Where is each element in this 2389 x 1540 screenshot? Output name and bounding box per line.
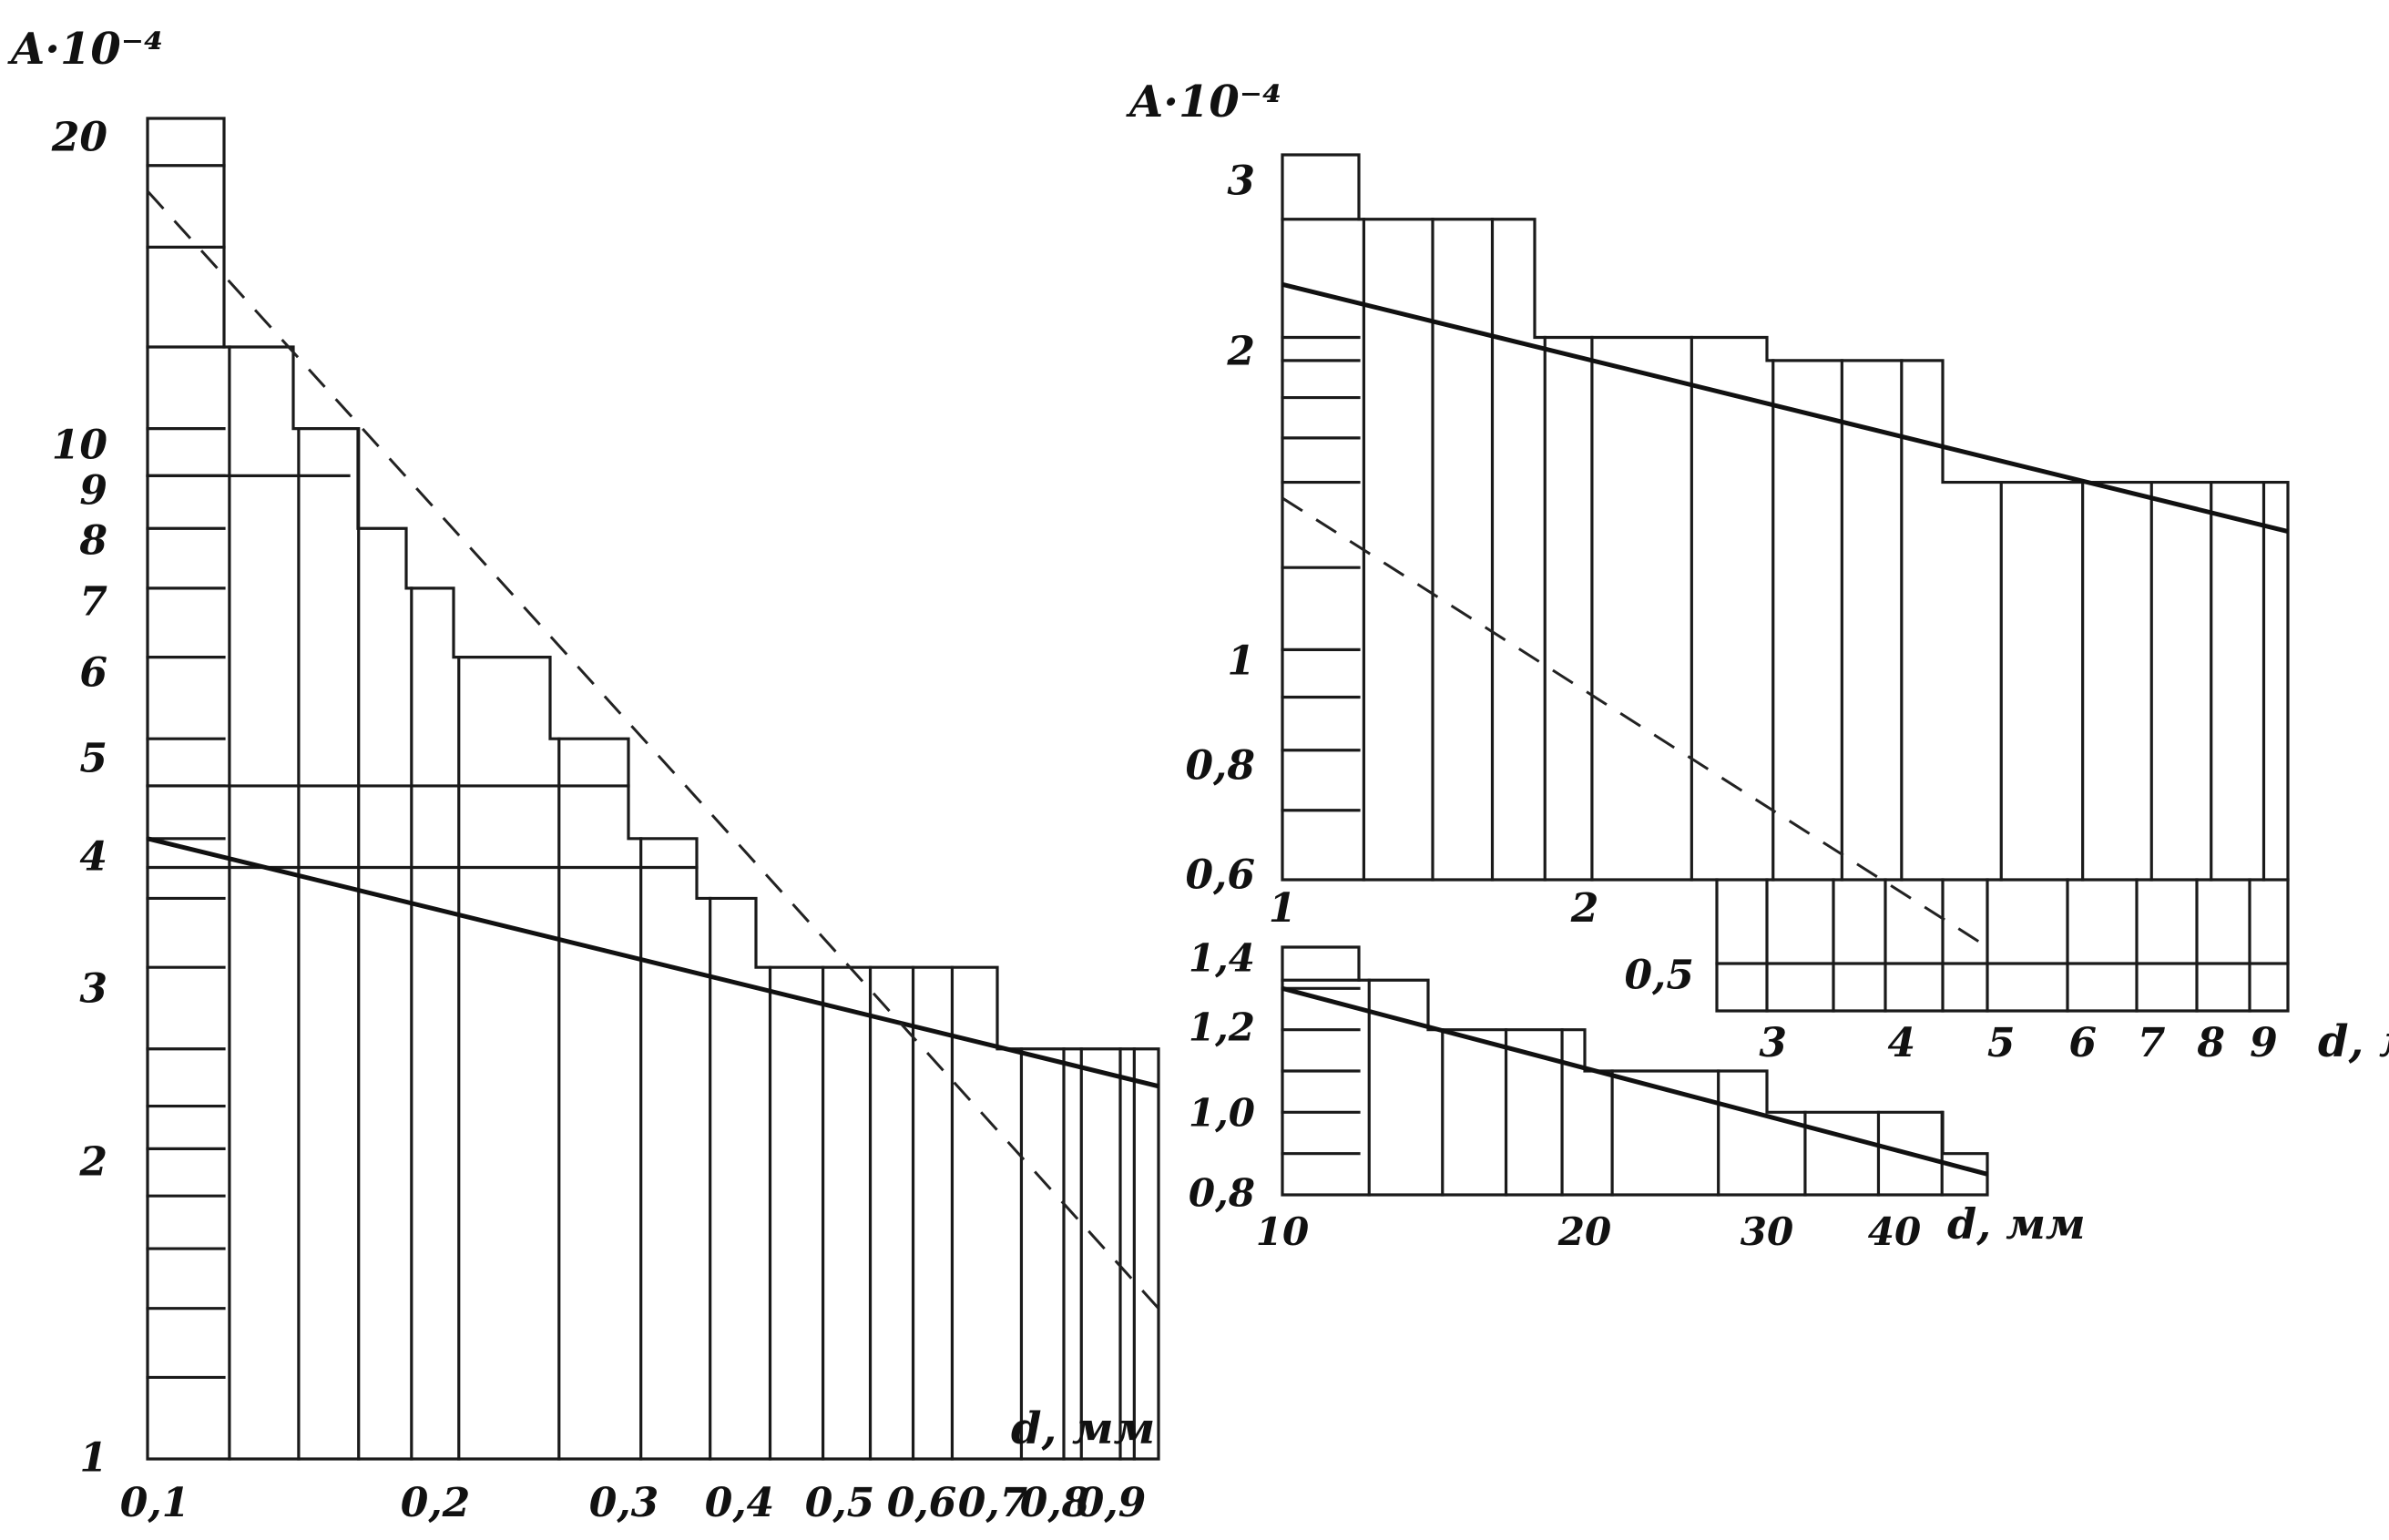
chart-left-y-tick-label: 6	[79, 649, 107, 696]
chart-left-x-axis-label: d, мм	[1011, 1403, 1155, 1454]
chart-left-y-tick-label: 2	[78, 1138, 107, 1185]
chart-left-grid-frame	[146, 117, 1160, 1461]
chart-right-bottom-series-solid-line	[1281, 985, 1988, 1177]
chart-left-y-tick-label: 10	[52, 422, 108, 468]
chart-right-top-x-tick-label: 2	[1570, 885, 1599, 932]
chart-left-y-tick-label: 3	[79, 965, 107, 1012]
chart-right-bottom-y-tick-label: 0,8	[1189, 1171, 1255, 1216]
chart-right-bottom-y-tick-label: 1,0	[1189, 1091, 1255, 1136]
chart-left-x-tick-label: 0,4	[705, 1480, 775, 1526]
chart-left-x-tick-label: 0,6	[887, 1480, 957, 1526]
chart-right-top-y-tick-label: 0,5	[1624, 952, 1694, 998]
chart-right-top-x-tick-label: 7	[2138, 1020, 2166, 1066]
chart-right-top-x-tick-label: 5	[1987, 1020, 2016, 1066]
chart-left-x-tick-label: 0,7	[958, 1480, 1028, 1526]
chart-right-bottom-grid-frame	[1281, 945, 1989, 1197]
chart-right-top-x-tick-label: 9	[2250, 1020, 2278, 1066]
chart-right-top-x-axis-label: d, мм	[2318, 1016, 2389, 1067]
chart-right-top-y-tick-label: 1	[1227, 637, 1255, 684]
chart-left-series-dashed-line	[146, 189, 1160, 1310]
chart-right-top-x-tick-label: 4	[1888, 1020, 1916, 1066]
chart-right-bottom-y-tick-label: 1,4	[1189, 936, 1255, 981]
chart-left-y-tick-label: 8	[78, 517, 107, 564]
chart-left-x-tick-label: 0,2	[401, 1480, 471, 1526]
chart-right-top-x-tick-label: 1	[1269, 885, 1297, 932]
chart-left-series	[146, 189, 1160, 1310]
chart-right-bottom-x-tick-label: 30	[1741, 1209, 1793, 1254]
chart-right-bottom-labels: d, мм 0,8 1,0 1,2 1,4 10 20 30 40	[1189, 936, 2086, 1254]
chart-left-y-tick-label: 20	[51, 114, 108, 160]
chart-left-series-solid-line	[147, 836, 1159, 1089]
chart-right-bottom: d, мм 0,8 1,0 1,2 1,4 10 20 30 40	[1189, 936, 2086, 1254]
chart-left-y-tick-label: 1	[79, 1434, 107, 1481]
chart-right-top-x-tick-label: 3	[1759, 1020, 1787, 1066]
chart-right-top-y-tick-label: 0,6	[1185, 852, 1255, 898]
chart-left-y-tick-label: 7	[79, 578, 107, 625]
chart-right-top-y-tick-label: 0,8	[1185, 742, 1255, 789]
chart-right-top-grid	[1281, 153, 2290, 1013]
chart-right-top-series-dashed-line	[1281, 496, 1985, 946]
chart-left-x-tick-label: 0,9	[1077, 1480, 1147, 1526]
chart-left-x-tick-label: 0,8	[1020, 1480, 1090, 1526]
chart-right-bottom-y-tick-label: 1,2	[1189, 1005, 1255, 1050]
chart-right-top-x-tick-label: 8	[2196, 1020, 2225, 1066]
chart-right-top-y-axis-label: A·10⁻⁴	[1126, 76, 1281, 127]
chart-right-top-grid-frame	[1281, 153, 2290, 882]
chart-right-top-series-solid-line	[1281, 281, 2289, 535]
chart-right-bottom-x-tick-label: 20	[1557, 1209, 1611, 1254]
chart-right-bottom-grid	[1281, 945, 1989, 1197]
chart-left-y-axis-label: A·10⁻⁴	[7, 24, 163, 75]
chart-right-top-y-tick-label: 2	[1226, 328, 1255, 374]
chart-left-x-tick-label: 0,3	[589, 1480, 659, 1526]
chart-right-bottom-x-tick-label: 40	[1868, 1209, 1921, 1254]
chart-left-grid	[146, 117, 1160, 1461]
chart-right-top-y-tick-label: 3	[1227, 158, 1255, 204]
chart-right-bottom-series	[1281, 985, 1988, 1177]
chart-left-y-tick-label: 9	[79, 467, 107, 514]
chart-right-top-x-tick-label: 6	[2068, 1020, 2097, 1066]
chart-right-bottom-x-axis-label: d, мм	[1947, 1199, 2086, 1249]
chart-left-y-tick-label: 5	[79, 735, 107, 781]
chart-left-x-tick-label: 0,1	[120, 1480, 190, 1526]
chart-right-bottom-x-tick-label: 10	[1256, 1209, 1309, 1254]
chart-right-top-series	[1281, 281, 2289, 946]
chart-right-top-extension-frame	[1715, 878, 2290, 1013]
chart-left-y-tick-label: 4	[79, 833, 107, 880]
chart-left-x-tick-label: 0,5	[805, 1480, 875, 1526]
